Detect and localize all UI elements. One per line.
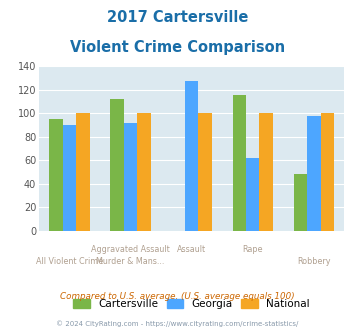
- Text: 2017 Cartersville: 2017 Cartersville: [107, 10, 248, 25]
- Text: Assault: Assault: [177, 245, 206, 254]
- Bar: [76, 113, 90, 231]
- Text: Compared to U.S. average. (U.S. average equals 100): Compared to U.S. average. (U.S. average …: [60, 292, 295, 301]
- Bar: [233, 95, 246, 231]
- Bar: [294, 175, 307, 231]
- Text: Aggravated Assault: Aggravated Assault: [91, 245, 170, 254]
- Bar: [49, 119, 63, 231]
- Bar: [137, 113, 151, 231]
- Bar: [321, 113, 334, 231]
- Bar: [307, 115, 321, 231]
- Bar: [246, 158, 260, 231]
- Bar: [124, 122, 137, 231]
- Text: © 2024 CityRating.com - https://www.cityrating.com/crime-statistics/: © 2024 CityRating.com - https://www.city…: [56, 320, 299, 327]
- Text: All Violent Crime: All Violent Crime: [36, 257, 103, 266]
- Bar: [185, 81, 198, 231]
- Text: Rape: Rape: [242, 245, 263, 254]
- Text: Murder & Mans...: Murder & Mans...: [97, 257, 165, 266]
- Bar: [260, 113, 273, 231]
- Bar: [110, 99, 124, 231]
- Text: Robbery: Robbery: [297, 257, 331, 266]
- Bar: [198, 113, 212, 231]
- Bar: [63, 125, 76, 231]
- Legend: Cartersville, Georgia, National: Cartersville, Georgia, National: [73, 299, 310, 309]
- Text: Violent Crime Comparison: Violent Crime Comparison: [70, 40, 285, 54]
